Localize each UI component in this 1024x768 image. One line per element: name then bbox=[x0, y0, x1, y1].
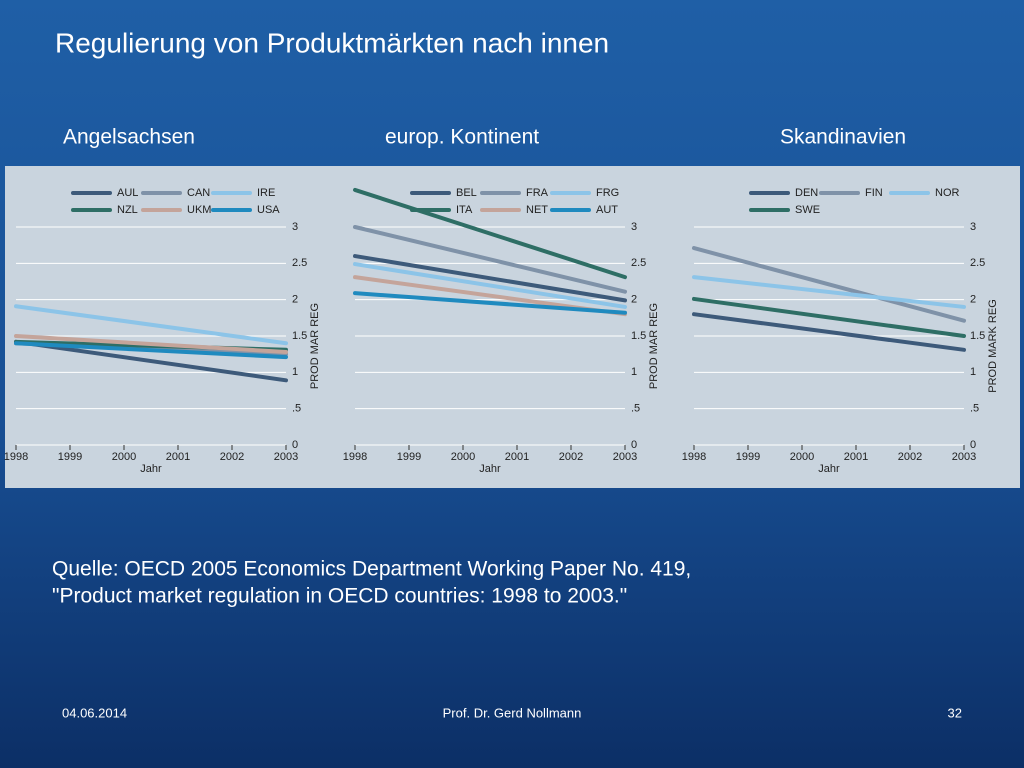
data-line bbox=[353, 187, 627, 280]
x-tick-label: 1998 bbox=[682, 451, 706, 463]
data-line bbox=[692, 275, 966, 309]
footer-author: Prof. Dr. Gerd Nollmann bbox=[443, 705, 582, 720]
source-text: "Product market regulation in OECD count… bbox=[52, 585, 627, 608]
data-line bbox=[692, 296, 966, 338]
y-tick-label: 1 bbox=[292, 366, 298, 378]
y-tick-label: 2.5 bbox=[292, 257, 307, 269]
x-tick-label: 1999 bbox=[736, 451, 760, 463]
section-heading: europ. Kontinent bbox=[385, 126, 539, 149]
y-tick-label: 2 bbox=[970, 294, 976, 306]
slide-title: Regulierung von Produktmärkten nach inne… bbox=[55, 27, 609, 58]
legend-label: NET bbox=[526, 204, 548, 216]
data-line bbox=[353, 291, 627, 315]
x-tick-label: 1999 bbox=[397, 451, 421, 463]
y-tick-label: 0 bbox=[631, 439, 637, 451]
y-tick-label: 1 bbox=[970, 366, 976, 378]
y-axis-label: PROD MARK REG bbox=[987, 299, 999, 393]
x-tick-label: 2003 bbox=[613, 451, 637, 463]
legend-label: IRE bbox=[257, 187, 275, 199]
legend-label: AUT bbox=[596, 204, 618, 216]
x-tick-label: 1998 bbox=[4, 451, 28, 463]
y-tick-label: .5 bbox=[292, 403, 301, 415]
data-line bbox=[353, 262, 627, 309]
y-tick-label: 2.5 bbox=[970, 257, 985, 269]
y-tick-label: 2.5 bbox=[631, 257, 646, 269]
y-tick-label: 1.5 bbox=[970, 330, 985, 342]
x-tick-label: 2000 bbox=[112, 451, 136, 463]
data-line bbox=[14, 304, 288, 346]
y-tick-label: 0 bbox=[292, 439, 298, 451]
y-tick-label: .5 bbox=[970, 403, 979, 415]
data-line bbox=[692, 312, 966, 352]
data-line bbox=[692, 246, 966, 323]
x-tick-label: 1998 bbox=[343, 451, 367, 463]
y-tick-label: 1 bbox=[631, 366, 637, 378]
legend-label: AUL bbox=[117, 187, 138, 199]
x-axis-label: Jahr bbox=[818, 463, 840, 475]
y-tick-label: 3 bbox=[631, 221, 637, 233]
y-tick-label: 3 bbox=[970, 221, 976, 233]
y-tick-label: 3 bbox=[292, 221, 298, 233]
x-tick-label: 2000 bbox=[790, 451, 814, 463]
legend-label: NOR bbox=[935, 187, 960, 199]
x-tick-label: 2002 bbox=[559, 451, 583, 463]
y-tick-label: 0 bbox=[970, 439, 976, 451]
x-tick-label: 2001 bbox=[844, 451, 868, 463]
data-line bbox=[353, 254, 627, 303]
x-tick-label: 2001 bbox=[166, 451, 190, 463]
y-tick-label: .5 bbox=[631, 403, 640, 415]
legend-label: NZL bbox=[117, 204, 138, 216]
data-line bbox=[14, 334, 288, 354]
legend-label: FIN bbox=[865, 187, 883, 199]
x-tick-label: 2002 bbox=[898, 451, 922, 463]
footer-date: 04.06.2014 bbox=[62, 705, 127, 720]
x-axis-label: Jahr bbox=[479, 463, 501, 475]
section-heading: Skandinavien bbox=[780, 126, 906, 149]
legend-label: ITA bbox=[456, 204, 473, 216]
legend-label: USA bbox=[257, 204, 280, 216]
y-axis-label: PROD MAR REG bbox=[648, 303, 660, 389]
data-line bbox=[14, 339, 288, 383]
x-tick-label: 2003 bbox=[952, 451, 976, 463]
y-tick-label: 2 bbox=[292, 294, 298, 306]
legend-label: UKM bbox=[187, 204, 211, 216]
section-heading: Angelsachsen bbox=[63, 126, 195, 149]
legend-label: BEL bbox=[456, 187, 477, 199]
legend-label: SWE bbox=[795, 204, 820, 216]
y-axis-label: PROD MAR REG bbox=[309, 303, 321, 389]
data-line bbox=[14, 341, 288, 360]
x-tick-label: 2000 bbox=[451, 451, 475, 463]
legend-label: FRA bbox=[526, 187, 549, 199]
y-tick-label: 1.5 bbox=[631, 330, 646, 342]
legend-label: DEN bbox=[795, 187, 818, 199]
x-tick-label: 2003 bbox=[274, 451, 298, 463]
x-tick-label: 2001 bbox=[505, 451, 529, 463]
x-tick-label: 1999 bbox=[58, 451, 82, 463]
y-tick-label: 2 bbox=[631, 294, 637, 306]
y-tick-label: 1.5 bbox=[292, 330, 307, 342]
legend-label: CAN bbox=[187, 187, 210, 199]
x-tick-label: 2002 bbox=[220, 451, 244, 463]
legend-label: FRG bbox=[596, 187, 619, 199]
footer-page: 32 bbox=[948, 705, 962, 720]
data-line bbox=[353, 225, 627, 294]
source-text: Quelle: OECD 2005 Economics Department W… bbox=[52, 558, 691, 581]
x-axis-label: Jahr bbox=[140, 463, 162, 475]
